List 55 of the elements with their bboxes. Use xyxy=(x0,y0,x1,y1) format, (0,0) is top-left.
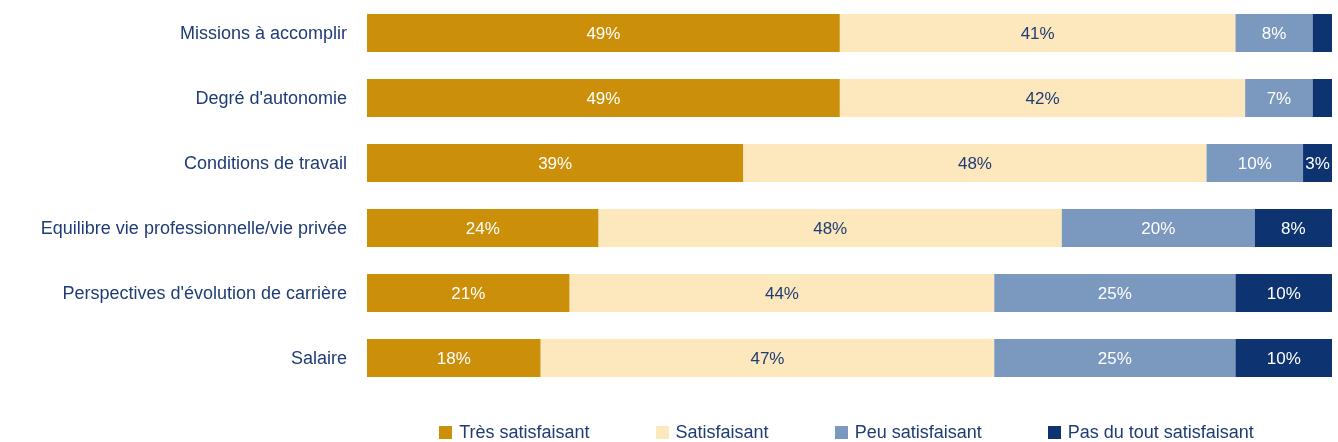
data-label: 41% xyxy=(1020,24,1055,44)
data-label: 10% xyxy=(1266,284,1301,304)
y-tick-label: Conditions de travail xyxy=(183,152,347,173)
data-label: 8% xyxy=(1281,219,1306,239)
data-label: 20% xyxy=(1141,219,1176,239)
bar xyxy=(540,339,995,377)
data-label: 21% xyxy=(451,284,486,304)
bar xyxy=(1245,79,1313,117)
bar xyxy=(367,79,840,117)
data-label: 25% xyxy=(1097,349,1132,369)
bar xyxy=(1235,14,1313,52)
bar xyxy=(839,14,1236,52)
data-label: 48% xyxy=(813,219,848,239)
data-label: 48% xyxy=(957,154,992,174)
bar xyxy=(367,144,744,182)
bar xyxy=(367,339,541,377)
data-label: 10% xyxy=(1266,349,1301,369)
legend-label: Peu satisfaisant xyxy=(854,421,982,442)
bar xyxy=(1312,14,1332,52)
data-label: 3% xyxy=(1305,154,1330,174)
data-label: 49% xyxy=(586,89,621,109)
legend-label: Satisfaisant xyxy=(675,421,769,442)
data-label: 49% xyxy=(586,24,621,44)
bar xyxy=(598,209,1062,247)
data-label: 25% xyxy=(1097,284,1132,304)
data-label: 10% xyxy=(1237,154,1272,174)
bar xyxy=(1235,339,1332,377)
data-label: 7% xyxy=(1266,89,1292,109)
bar xyxy=(1254,209,1332,247)
data-label: 8% xyxy=(1261,24,1287,44)
y-tick-label: Salaire xyxy=(290,347,347,368)
bar xyxy=(994,339,1236,377)
bar xyxy=(839,79,1246,117)
bar xyxy=(1061,209,1255,247)
data-label: 24% xyxy=(465,219,500,239)
bar xyxy=(367,274,570,312)
data-label: 42% xyxy=(1025,89,1060,109)
y-tick-label: Degré d'autonomie xyxy=(195,87,347,108)
data-label: 47% xyxy=(750,349,785,369)
y-tick-label: Equilibre vie professionnelle/vie privée xyxy=(40,217,347,238)
data-label: 44% xyxy=(764,284,799,304)
y-tick-label: Missions à accomplir xyxy=(179,22,347,43)
bar xyxy=(1206,144,1304,182)
data-label: 39% xyxy=(538,154,573,174)
bar xyxy=(994,274,1236,312)
data-label: 18% xyxy=(436,349,471,369)
bar xyxy=(1312,79,1332,117)
bar xyxy=(367,209,599,247)
bar xyxy=(1235,274,1332,312)
legend-label: Très satisfaisant xyxy=(459,421,590,442)
y-tick-label: Perspectives d'évolution de carrière xyxy=(62,282,347,303)
legend-label: Pas du tout satisfaisant xyxy=(1067,421,1254,442)
bar xyxy=(743,144,1207,182)
bar xyxy=(569,274,995,312)
bar xyxy=(367,14,840,52)
